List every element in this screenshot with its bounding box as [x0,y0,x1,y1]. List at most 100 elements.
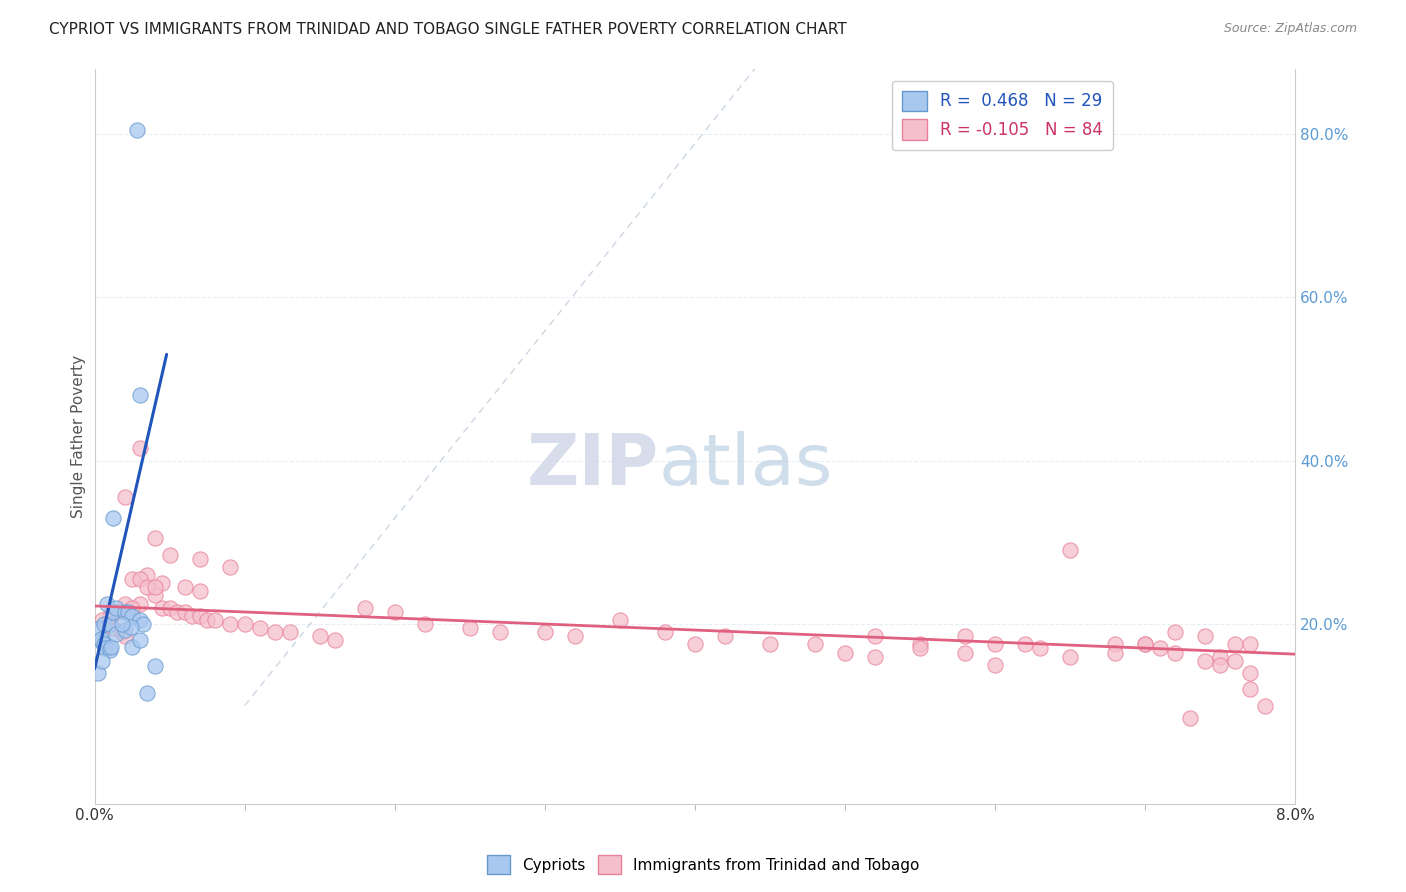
Point [908,641,931,656]
Point [1149,641,1171,656]
Point [94,641,117,656]
Point [1104,646,1126,660]
Point [114,597,136,611]
Point [188,551,211,566]
Point [1180,711,1202,725]
Point [166,605,188,619]
Point [984,637,1007,651]
Point [114,624,136,638]
Point [1254,698,1277,713]
Point [1209,657,1232,672]
Point [1239,637,1261,651]
Point [86,665,108,680]
Point [131,616,153,631]
Point [90,632,112,646]
Point [1194,629,1216,643]
Point [159,600,181,615]
Point [143,531,166,545]
Point [98,643,121,657]
Point [104,600,127,615]
Point [233,616,256,631]
Point [101,621,124,635]
Point [1059,543,1081,558]
Point [173,580,195,594]
Point [125,122,148,136]
Point [204,613,226,627]
Point [121,572,143,586]
Point [143,580,166,594]
Point [188,584,211,599]
Point [105,605,128,619]
Point [195,613,218,627]
Point [159,548,181,562]
Point [984,657,1007,672]
Point [908,637,931,651]
Point [218,559,240,574]
Point [91,654,114,668]
Point [609,613,631,627]
Point [683,637,706,651]
Point [136,686,159,700]
Point [953,646,976,660]
Point [323,633,346,648]
Point [759,637,782,651]
Point [249,621,271,635]
Text: atlas: atlas [659,431,834,500]
Point [1135,637,1157,651]
Point [1135,637,1157,651]
Point [1164,625,1187,640]
Point [104,626,127,640]
Point [121,608,143,623]
Point [136,568,159,582]
Point [173,605,195,619]
Point [87,621,110,635]
Point [136,580,159,594]
Point [150,576,173,591]
Point [1164,646,1187,660]
Point [91,613,114,627]
Point [953,629,976,643]
Point [143,659,166,673]
Point [1239,682,1261,697]
Point [489,625,512,640]
Point [114,605,136,619]
Point [91,635,114,649]
Point [308,629,330,643]
Legend: R =  0.468   N = 29, R = -0.105   N = 84: R = 0.468 N = 29, R = -0.105 N = 84 [891,80,1114,150]
Point [128,613,150,627]
Point [121,640,143,654]
Point [218,616,240,631]
Point [121,600,143,615]
Point [110,625,132,640]
Point [128,388,150,402]
Point [1239,665,1261,680]
Point [1209,649,1232,664]
Y-axis label: Single Father Poverty: Single Father Poverty [72,354,86,517]
Point [1029,641,1052,656]
Point [96,616,118,631]
Point [93,637,115,651]
Point [96,597,118,611]
Point [98,616,121,631]
Point [413,616,436,631]
Point [353,600,375,615]
Point [128,633,150,648]
Legend: Cypriots, Immigrants from Trinidad and Tobago: Cypriots, Immigrants from Trinidad and T… [481,849,925,880]
Point [114,491,136,505]
Point [834,646,856,660]
Point [93,616,115,631]
Point [143,588,166,602]
Point [128,442,150,456]
Point [263,625,285,640]
Point [1194,654,1216,668]
Text: CYPRIOT VS IMMIGRANTS FROM TRINIDAD AND TOBAGO SINGLE FATHER POVERTY CORRELATION: CYPRIOT VS IMMIGRANTS FROM TRINIDAD AND … [49,22,846,37]
Point [564,629,586,643]
Point [654,625,676,640]
Point [101,605,124,619]
Text: Source: ZipAtlas.com: Source: ZipAtlas.com [1223,22,1357,36]
Point [863,649,886,664]
Point [1104,637,1126,651]
Point [128,597,150,611]
Point [114,629,136,643]
Point [110,616,132,631]
